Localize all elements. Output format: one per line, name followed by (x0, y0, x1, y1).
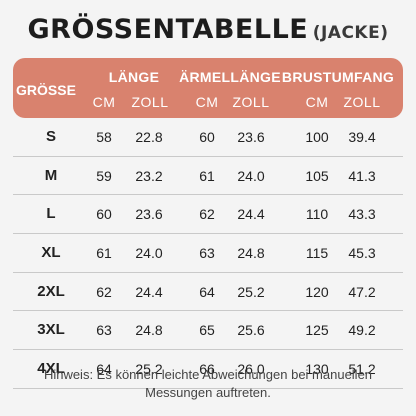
header-group-aermellaenge: ÄRMELLÄNGE (179, 69, 281, 85)
cell-size: 2XL (37, 282, 65, 300)
cell-brust-zoll: 39.4 (348, 129, 376, 145)
cell-brust-cm: 100 (305, 129, 329, 145)
cell-brust-zoll: 49.2 (348, 322, 376, 339)
cell-brust-zoll: 41.3 (348, 167, 376, 184)
header-unit-zoll: ZOLL (131, 94, 169, 110)
cell-aermel-cm: 65 (199, 322, 215, 339)
cell-brust-cm: 125 (305, 322, 329, 339)
cell-aermel-cm: 61 (199, 167, 215, 184)
table-row: 2XL 62 24.4 64 25.2 120 47.2 (13, 273, 403, 312)
cell-brust-zoll: 51.2 (348, 361, 376, 378)
table-row: M 59 23.2 61 24.0 105 41.3 (13, 157, 403, 196)
footnote-note: Hinweis: Es können leichte Abweichungen … (43, 367, 373, 400)
cell-laenge-cm: 64 (96, 361, 112, 378)
table-header: GRÖSSE LÄNGE CM ZOLL ÄRMELLÄNGE CM ZOLL … (13, 58, 403, 118)
cell-aermel-zoll: 25.2 (237, 283, 265, 300)
cell-brust-cm: 105 (305, 167, 329, 184)
cell-brust-cm: 130 (305, 361, 329, 378)
header-unit-zoll: ZOLL (232, 94, 270, 110)
cell-laenge-cm: 60 (96, 206, 112, 223)
cell-size: M (44, 166, 58, 184)
cell-size: S (45, 128, 57, 145)
cell-brust-cm: 120 (305, 283, 329, 300)
cell-brust-cm: 115 (305, 245, 329, 262)
header-group-brustumfang: BRUSTUMFANG (281, 69, 395, 85)
cell-laenge-zoll: 24.4 (135, 283, 163, 300)
cell-aermel-zoll: 24.8 (237, 245, 265, 262)
cell-laenge-cm: 58 (96, 129, 112, 145)
cell-brust-cm: 110 (305, 206, 329, 223)
table-row: S 58 22.8 60 23.6 100 39.4 (13, 118, 403, 157)
header-unit-zoll: ZOLL (343, 94, 381, 110)
cell-aermel-cm: 60 (199, 129, 215, 145)
cell-laenge-cm: 63 (96, 322, 112, 339)
cell-size: 3XL (37, 321, 65, 339)
header-unit-cm: CM (195, 94, 219, 110)
cell-aermel-cm: 62 (199, 206, 215, 223)
size-table-body: S 58 22.8 60 23.6 100 39.4 M 59 23.2 61 … (13, 118, 403, 389)
cell-size: L (46, 205, 56, 223)
cell-aermel-cm: 66 (199, 361, 215, 378)
cell-size: XL (41, 244, 61, 262)
cell-laenge-zoll: 23.2 (135, 167, 163, 184)
title-subtitle: (JACKE) (312, 23, 389, 43)
header-group-laenge: LÄNGE (108, 69, 160, 85)
header-unit-cm: CM (305, 94, 329, 110)
cell-aermel-zoll: 24.4 (237, 206, 265, 223)
cell-laenge-cm: 61 (96, 245, 112, 262)
cell-laenge-zoll: 23.6 (135, 206, 163, 223)
cell-brust-zoll: 43.3 (348, 206, 376, 223)
header-unit-cm: CM (92, 94, 116, 110)
cell-aermel-zoll: 24.0 (237, 167, 265, 184)
table-row: L 60 23.6 62 24.4 110 43.3 (13, 195, 403, 235)
cell-brust-zoll: 47.2 (348, 283, 376, 300)
table-row: 3XL 63 24.8 65 25.6 125 49.2 (13, 311, 403, 351)
cell-aermel-zoll: 25.6 (237, 322, 265, 339)
page-title: GRÖSSENTABELLE (JACKE) (0, 14, 416, 45)
cell-laenge-zoll: 22.8 (135, 129, 163, 145)
header-size: GRÖSSE (16, 82, 76, 98)
cell-aermel-cm: 63 (199, 245, 215, 262)
cell-aermel-zoll: 26.0 (237, 361, 265, 378)
title-main: GRÖSSENTABELLE (27, 14, 309, 45)
table-row: 4XL 64 25.2 66 26.0 130 51.2 (13, 350, 403, 389)
cell-aermel-cm: 64 (199, 283, 215, 300)
cell-laenge-zoll: 25.2 (135, 361, 163, 378)
table-row: XL 61 24.0 63 24.8 115 45.3 (13, 234, 403, 273)
cell-brust-zoll: 45.3 (348, 245, 376, 262)
cell-size: 4XL (37, 360, 65, 378)
cell-laenge-cm: 59 (96, 167, 112, 184)
cell-laenge-zoll: 24.0 (135, 245, 163, 262)
cell-laenge-cm: 62 (96, 283, 112, 300)
cell-aermel-zoll: 23.6 (237, 129, 265, 145)
cell-laenge-zoll: 24.8 (135, 322, 163, 339)
